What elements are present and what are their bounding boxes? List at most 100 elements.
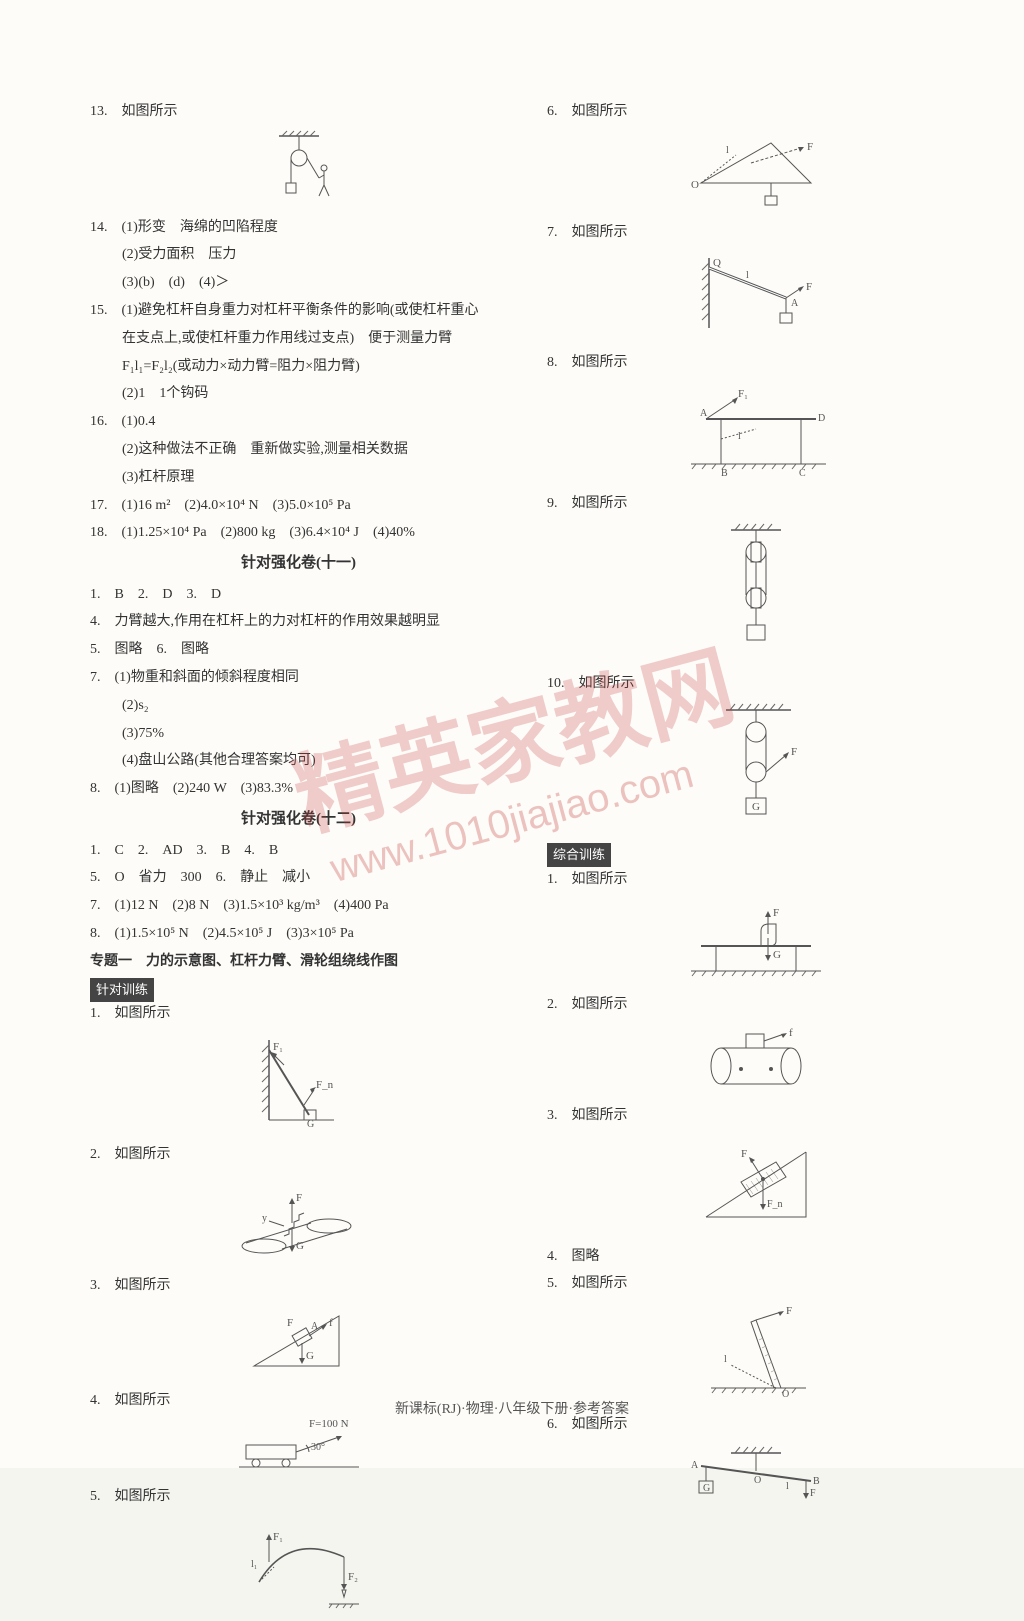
- two-column-layout: 13. 如图所示 14. (1)形变 海绵的凹陷程度: [90, 100, 964, 1360]
- fluid-incline-icon: F F_n: [691, 1132, 821, 1232]
- figure-p9: [547, 520, 964, 669]
- svg-text:G: G: [773, 949, 781, 961]
- c1: 1. 如图所示: [547, 868, 964, 892]
- p10: 10. 如图所示: [547, 672, 964, 696]
- s11-4: 4. 力臂越大,作用在杠杆上的力对杠杆的作用效果越明显: [90, 610, 507, 634]
- q16-2: (2)这种做法不正确 重新做实验,测量相关数据: [90, 438, 507, 462]
- p5: 5. 如图所示: [90, 1485, 507, 1509]
- p8: 8. 如图所示: [547, 351, 964, 375]
- svg-text:F: F: [810, 1488, 816, 1499]
- figure-c1: F G: [547, 896, 964, 990]
- figure-p5: F₁ l₁ F₂: [90, 1512, 507, 1621]
- q14-2: (2)受力面积 压力: [90, 243, 507, 267]
- heading-12: 针对强化卷(十二): [90, 807, 507, 833]
- figure-p2: F G y: [90, 1171, 507, 1270]
- cart-force-label: F=100 N: [309, 1418, 349, 1430]
- s11-1: 1. B 2. D 3. D: [90, 583, 507, 607]
- svg-text:F: F: [807, 141, 813, 153]
- figure-p1: F₁ F_n G: [90, 1030, 507, 1139]
- page: 13. 如图所示 14. (1)形变 海绵的凹陷程度: [0, 0, 1024, 1468]
- svg-text:F_n: F_n: [767, 1199, 783, 1210]
- s11-7b: (2)s₂: [90, 694, 507, 718]
- p3: 3. 如图所示: [90, 1274, 507, 1298]
- svg-text:F: F: [287, 1317, 293, 1329]
- label-zdxl: 针对训练: [90, 978, 154, 1002]
- svg-text:F: F: [741, 1148, 747, 1160]
- svg-text:Q: Q: [713, 257, 721, 269]
- svg-text:F₁: F₁: [273, 1531, 283, 1543]
- s12-8: 8. (1)1.5×10⁵ N (2)4.5×10⁵ J (3)3×10⁵ Pa: [90, 922, 507, 946]
- wall-mounted-rod-icon: Q l F A: [691, 248, 821, 338]
- s11-7d: (4)盘山公路(其他合理答案均可): [90, 749, 507, 773]
- s11-8: 8. (1)图略 (2)240 W (3)83.3%: [90, 777, 507, 801]
- figure-p10: F G: [547, 700, 964, 839]
- c4: 4. 图略: [547, 1245, 964, 1269]
- s12-1: 1. C 2. AD 3. B 4. B: [90, 839, 507, 863]
- q13: 13. 如图所示: [90, 100, 507, 124]
- label-zhxl: 综合训练: [547, 843, 611, 867]
- svg-text:l: l: [746, 270, 749, 281]
- figure-c3: F F_n: [547, 1132, 964, 1241]
- q15-2: 在支点上,或使杠杆重力作用线过支点) 便于测量力臂: [90, 327, 507, 351]
- svg-text:F_n: F_n: [316, 1079, 334, 1091]
- pulley-g-icon: F G: [701, 700, 811, 830]
- figure-p8: F₁ A D l B C: [547, 379, 964, 488]
- svg-text:G: G: [752, 801, 760, 813]
- q15-4: (2)1 1个钩码: [90, 382, 507, 406]
- q14-3: (3)(b) (d) (4)＞: [90, 271, 507, 295]
- svg-text:F: F: [773, 907, 779, 919]
- p9: 9. 如图所示: [547, 492, 964, 516]
- wall-rod-icon: F₁ F_n G: [249, 1030, 349, 1130]
- svg-text:O: O: [691, 179, 699, 191]
- svg-text:G: G: [307, 1119, 314, 1130]
- crane-icon: F l O: [696, 1300, 816, 1400]
- q16-3: (3)杠杆原理: [90, 466, 507, 490]
- svg-text:l: l: [726, 145, 729, 156]
- c3: 3. 如图所示: [547, 1104, 964, 1128]
- table-lever-icon: F₁ A D l B C: [676, 379, 836, 479]
- left-column: 13. 如图所示 14. (1)形变 海绵的凹陷程度: [90, 100, 507, 1360]
- svg-text:l₁: l₁: [251, 1559, 257, 1570]
- svg-text:A: A: [691, 1460, 699, 1471]
- p1: 1. 如图所示: [90, 1002, 507, 1026]
- cart-icon: F=100 N 30°: [224, 1417, 374, 1472]
- q15-3: F₁l₁=F₂l₂(或动力×动力臂=阻力×阻力臂): [90, 355, 507, 379]
- q14-1: 14. (1)形变 海绵的凹陷程度: [90, 216, 507, 240]
- figure-p7: Q l F A: [547, 248, 964, 347]
- svg-text:F: F: [296, 1192, 302, 1204]
- c2: 2. 如图所示: [547, 993, 964, 1017]
- page-footer: 新课标(RJ)·物理·八年级下册·参考答案: [0, 1398, 1024, 1418]
- figure-p6: O F l: [547, 128, 964, 217]
- incline-stairs-icon: F G y: [234, 1171, 364, 1261]
- svg-text:G: G: [296, 1240, 304, 1252]
- svg-text:C: C: [799, 468, 806, 479]
- cylinder-block-icon: f: [696, 1021, 816, 1091]
- svg-text:G: G: [703, 1483, 710, 1494]
- svg-text:B: B: [813, 1476, 820, 1487]
- figure-p4: F=100 N 30°: [90, 1417, 507, 1481]
- svg-text:y: y: [262, 1213, 267, 1224]
- svg-text:F₂: F₂: [348, 1571, 358, 1583]
- q15-1: 15. (1)避免杠杆自身重力对杠杆平衡条件的影响(或使杠杆重心: [90, 299, 507, 323]
- svg-text:F: F: [806, 281, 812, 293]
- svg-text:A: A: [791, 298, 799, 309]
- cart-angle-label: 30°: [311, 1442, 325, 1453]
- q17: 17. (1)16 m² (2)4.0×10⁴ N (3)5.0×10⁵ Pa: [90, 494, 507, 518]
- triangle-lever-icon: O F l: [681, 128, 831, 208]
- svg-text:l: l: [738, 431, 741, 442]
- s11-7a: 7. (1)物重和斜面的倾斜程度相同: [90, 666, 507, 690]
- topic-1: 专题一 力的示意图、杠杆力臂、滑轮组绕线作图: [90, 950, 507, 974]
- balanced-lever-icon: A G O B l F: [681, 1441, 831, 1511]
- svg-text:F₁: F₁: [273, 1041, 283, 1053]
- s12-7: 7. (1)12 N (2)8 N (3)1.5×10³ kg/m³ (4)40…: [90, 894, 507, 918]
- pulley-icon: [249, 128, 349, 203]
- svg-text:B: B: [721, 468, 728, 479]
- c5: 5. 如图所示: [547, 1272, 964, 1296]
- figure-c2: f: [547, 1021, 964, 1100]
- heading-11: 针对强化卷(十一): [90, 551, 507, 577]
- svg-text:F: F: [791, 746, 797, 758]
- fishing-rod-icon: F₁ l₁ F₂: [229, 1512, 369, 1612]
- p2: 2. 如图所示: [90, 1143, 507, 1167]
- figure-p3: F A f G: [90, 1301, 507, 1385]
- s12-5: 5. O 省力 300 6. 静止 减小: [90, 866, 507, 890]
